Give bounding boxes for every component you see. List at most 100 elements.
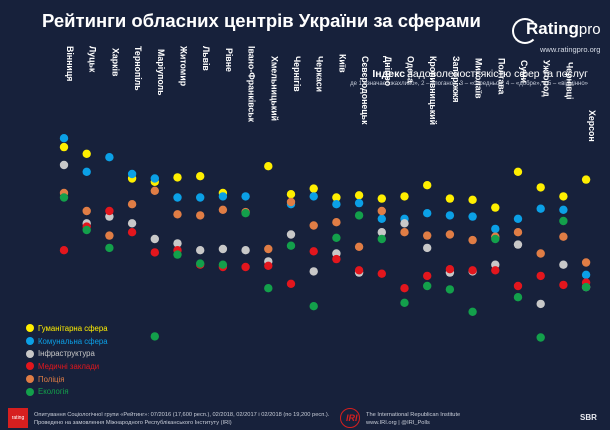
- data-point: [127, 228, 137, 237]
- data-point: [196, 172, 205, 181]
- iri-institute-links: www.IRI.org | @IRI_Polls: [366, 419, 430, 426]
- legend-swatch-icon: [26, 324, 34, 333]
- logo-url: www.ratingpro.org: [540, 45, 601, 54]
- data-point: [241, 209, 250, 218]
- city-tick-label: Рівне: [224, 48, 234, 72]
- chart-legend: Гуманітарна сфера Комунальна сфера Інфраст…: [26, 322, 108, 398]
- iri-institute: The International Republican Institute w…: [366, 412, 460, 427]
- data-point: [536, 333, 545, 342]
- data-point: [513, 281, 523, 291]
- legend-item: Гуманітарна сфера: [26, 322, 108, 335]
- data-point: [241, 262, 250, 272]
- logo-ring-icon: [512, 18, 538, 44]
- data-point: [468, 266, 477, 275]
- data-point: [423, 243, 432, 253]
- data-point: [286, 190, 296, 199]
- data-point: [423, 231, 432, 240]
- city-tick-label: Чернігів: [292, 56, 302, 92]
- data-point: [286, 241, 296, 250]
- ratingpro-logo: Ratingpro www.ratingpro.org: [512, 14, 604, 58]
- legend-label: Поліція: [38, 374, 65, 384]
- data-point: [513, 240, 523, 249]
- data-point: [491, 266, 500, 275]
- index-scale-note: де 1 означає «жахливо», 2 – «погано», 3 …: [350, 81, 588, 87]
- data-point: [150, 186, 159, 195]
- data-point: [400, 219, 409, 228]
- data-point: [105, 231, 114, 240]
- data-point: [536, 249, 545, 258]
- index-title-rest: задоволеності якістю сфер та послуг: [408, 68, 588, 80]
- city-tick-label: Київ: [337, 54, 347, 73]
- data-point: [445, 230, 455, 239]
- data-point: [309, 192, 318, 201]
- data-point: [513, 167, 523, 176]
- data-point: [377, 214, 386, 223]
- city-tick-label: Одеса: [406, 56, 416, 83]
- data-point: [332, 193, 341, 202]
- data-point: [286, 279, 296, 288]
- scatter-chart: Вінниця Луцьк Харків Тернопіль Маріуполь Жито…: [59, 45, 597, 342]
- data-point: [127, 200, 137, 209]
- legend-label: Комунальна сфера: [38, 336, 108, 346]
- data-point: [536, 271, 545, 281]
- data-point: [445, 211, 455, 220]
- data-point: [559, 192, 568, 201]
- legend-item: Комунальна сфера: [26, 335, 108, 348]
- city-tick-label: Хмельницький: [269, 56, 279, 121]
- data-point: [264, 284, 273, 293]
- city-tick-label: Харків: [110, 48, 120, 77]
- data-point: [264, 162, 273, 171]
- data-point: [581, 270, 591, 279]
- data-point: [423, 281, 432, 291]
- legend-label: Медичні заклади: [38, 361, 100, 371]
- legend-label: Інфраструктура: [38, 349, 95, 359]
- data-point: [196, 193, 205, 202]
- data-point: [491, 234, 500, 244]
- legend-swatch-icon: [26, 349, 34, 358]
- data-point: [400, 192, 409, 201]
- data-point: [332, 254, 341, 264]
- city-tick-label: Херсон: [587, 110, 597, 142]
- footer-note-line1: Опитування Соціологічної групи «Рейтинг»…: [34, 412, 330, 418]
- data-point: [286, 230, 296, 239]
- data-point: [150, 174, 159, 183]
- data-point: [59, 142, 69, 152]
- data-point: [468, 235, 477, 245]
- data-point: [423, 209, 432, 218]
- city-tick-label: Івано-Франківськ: [247, 46, 257, 123]
- data-point: [82, 149, 91, 158]
- data-point: [196, 246, 205, 255]
- data-point: [581, 175, 591, 184]
- city-tick-label: Сєвєродонецьк: [360, 56, 370, 125]
- data-point: [559, 216, 568, 226]
- city-tick-label: Запоріжжя: [451, 56, 461, 103]
- data-point: [82, 167, 91, 176]
- index-title: Індекс задоволеності якістю сфер та посл…: [372, 68, 588, 80]
- data-point: [241, 192, 250, 201]
- logo-word-suffix: pro: [578, 21, 601, 38]
- legend-swatch-icon: [26, 337, 34, 346]
- data-point: [377, 194, 386, 203]
- legend-item: Екологія: [26, 385, 108, 398]
- data-point: [309, 221, 318, 230]
- data-point: [400, 228, 409, 237]
- data-point: [445, 285, 455, 294]
- city-tick-label: Ужгород: [542, 60, 552, 97]
- data-point: [536, 183, 545, 192]
- data-point: [377, 269, 386, 278]
- rating-badge: rating: [8, 408, 28, 428]
- data-point: [309, 267, 318, 276]
- city-tick-label: Дніпро: [383, 56, 393, 87]
- data-point: [59, 246, 69, 255]
- data-point: [150, 248, 159, 257]
- data-point: [218, 192, 228, 201]
- data-point: [82, 225, 91, 235]
- data-point: [400, 298, 409, 307]
- data-point: [445, 194, 455, 203]
- legend-swatch-icon: [26, 375, 34, 384]
- data-point: [332, 218, 341, 227]
- data-point: [241, 246, 250, 255]
- city-tick-label: Суми: [519, 60, 529, 83]
- data-point: [105, 206, 114, 216]
- data-point: [423, 271, 432, 281]
